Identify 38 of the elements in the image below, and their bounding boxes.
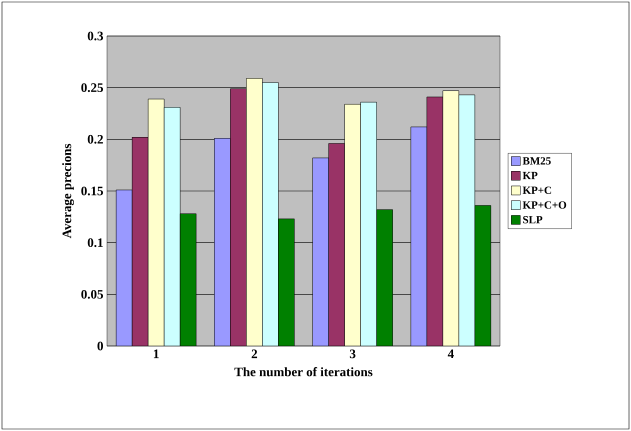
- bar: [426, 96, 444, 346]
- bar: [344, 104, 361, 346]
- bar: [360, 102, 377, 346]
- bar: [376, 209, 393, 346]
- x-tick-label: 3: [350, 350, 356, 358]
- legend-label: BM25: [522, 157, 551, 165]
- bar: [278, 218, 295, 346]
- y-tick-label: 0.15: [81, 186, 104, 196]
- bar: [410, 126, 428, 346]
- y-tick-label: 0: [98, 342, 103, 350]
- bar: [262, 82, 279, 346]
- legend-label: KP: [522, 172, 538, 180]
- legend-label: KP+C: [522, 186, 552, 194]
- x-tick-label: 2: [252, 350, 258, 358]
- bar: [328, 143, 345, 346]
- y-tick-label: 0.2: [88, 134, 103, 144]
- y-tick-label: 0.3: [88, 32, 104, 40]
- x-axis-title: The number of iterations: [234, 367, 372, 376]
- bar: [164, 107, 180, 346]
- bar: [148, 98, 164, 346]
- bar: [116, 190, 132, 346]
- y-axis-title: Average precions: [62, 144, 74, 238]
- y-tick-label: 0.05: [81, 290, 104, 299]
- x-tick-label: 1: [154, 350, 159, 358]
- x-tick-label: 4: [448, 350, 454, 358]
- y-tick-label: 0.1: [88, 238, 103, 248]
- legend-label: KP+C+O: [522, 201, 566, 209]
- y-tick-label: 0.25: [81, 83, 104, 92]
- legend-label: SLP: [523, 216, 542, 224]
- bar: [442, 90, 460, 346]
- bar: [458, 94, 476, 346]
- bar: [246, 78, 263, 346]
- bar: [474, 205, 492, 346]
- bar: [230, 88, 247, 346]
- bar: [312, 158, 329, 346]
- bar: [180, 213, 196, 346]
- bar: [214, 138, 231, 346]
- bar: [132, 137, 148, 346]
